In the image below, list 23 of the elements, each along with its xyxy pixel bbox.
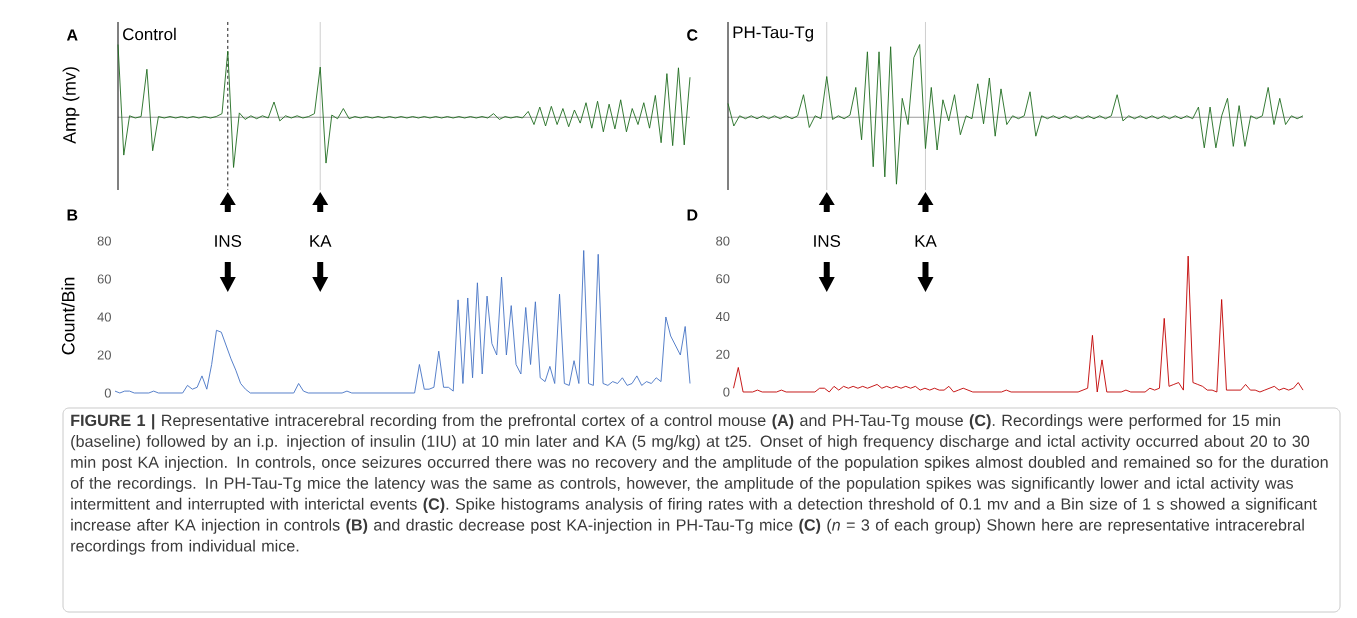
annotation: INS [814,235,841,247]
y-tick-label: 60 [97,274,111,284]
y-tick-label: 80 [97,236,111,246]
chart-subtitle: Control [123,27,176,41]
text: FIGURE 1 | Representative intracerebral recording from the prefrontal cortex of a control mouse (A) and PH-Tau-Tg mouse (C). Recordings were performed for 15 min (baseline) followed by an i.p. injection of insulin (1IU) at 10 min later and KA (5 mg/kg) at t25. Onset of high frequency discharge and ictal activity occurred about 20 to 30 min post KA injection. In controls, once seizures occurred there was no recovery and the amplitude of the population spikes almost doubled and remained so for the duration of the recordings. In PH-Tau-Tg mice the latency was the same as controls, however, the amplitude of the population spikes was significantly lower and ictal activity was intermittent and interrupted with interictal events (C). Spike histograms analysis of firing rates with a detection threshold of 0.1 mv and a Bin size of 1 s showed a significant increase after KA injection in controls (B) and drastic decrease post KA-injection in PH-Tau-Tg mice (C) (n = 3 of each group) Shown here are representative intracerebral recordings from individual mice. [70,414,1328,555]
annotation: KA [310,235,332,247]
y-tick-label: 40 [715,311,730,322]
y-tick-label: 60 [716,274,730,284]
y-tick-label: 0 [723,387,730,397]
chart-title: D [687,209,698,221]
chart-subtitle: PH-Tau-Tg [733,26,813,42]
y-axis-title: Count/Bin [61,277,75,355]
y-tick-label: 80 [716,236,730,246]
y-tick-label: 20 [97,350,111,360]
chart-title: C [687,29,698,41]
chart-title: A [66,29,78,41]
annotation: INS [215,235,242,247]
y-tick-label: 0 [104,388,111,398]
chart-title: B [67,209,78,221]
y-axis-title: Amp (mv) [62,67,80,144]
y-tick-label: 20 [716,349,730,359]
annotation: KA [915,235,937,247]
y-tick-label: 40 [97,312,111,322]
